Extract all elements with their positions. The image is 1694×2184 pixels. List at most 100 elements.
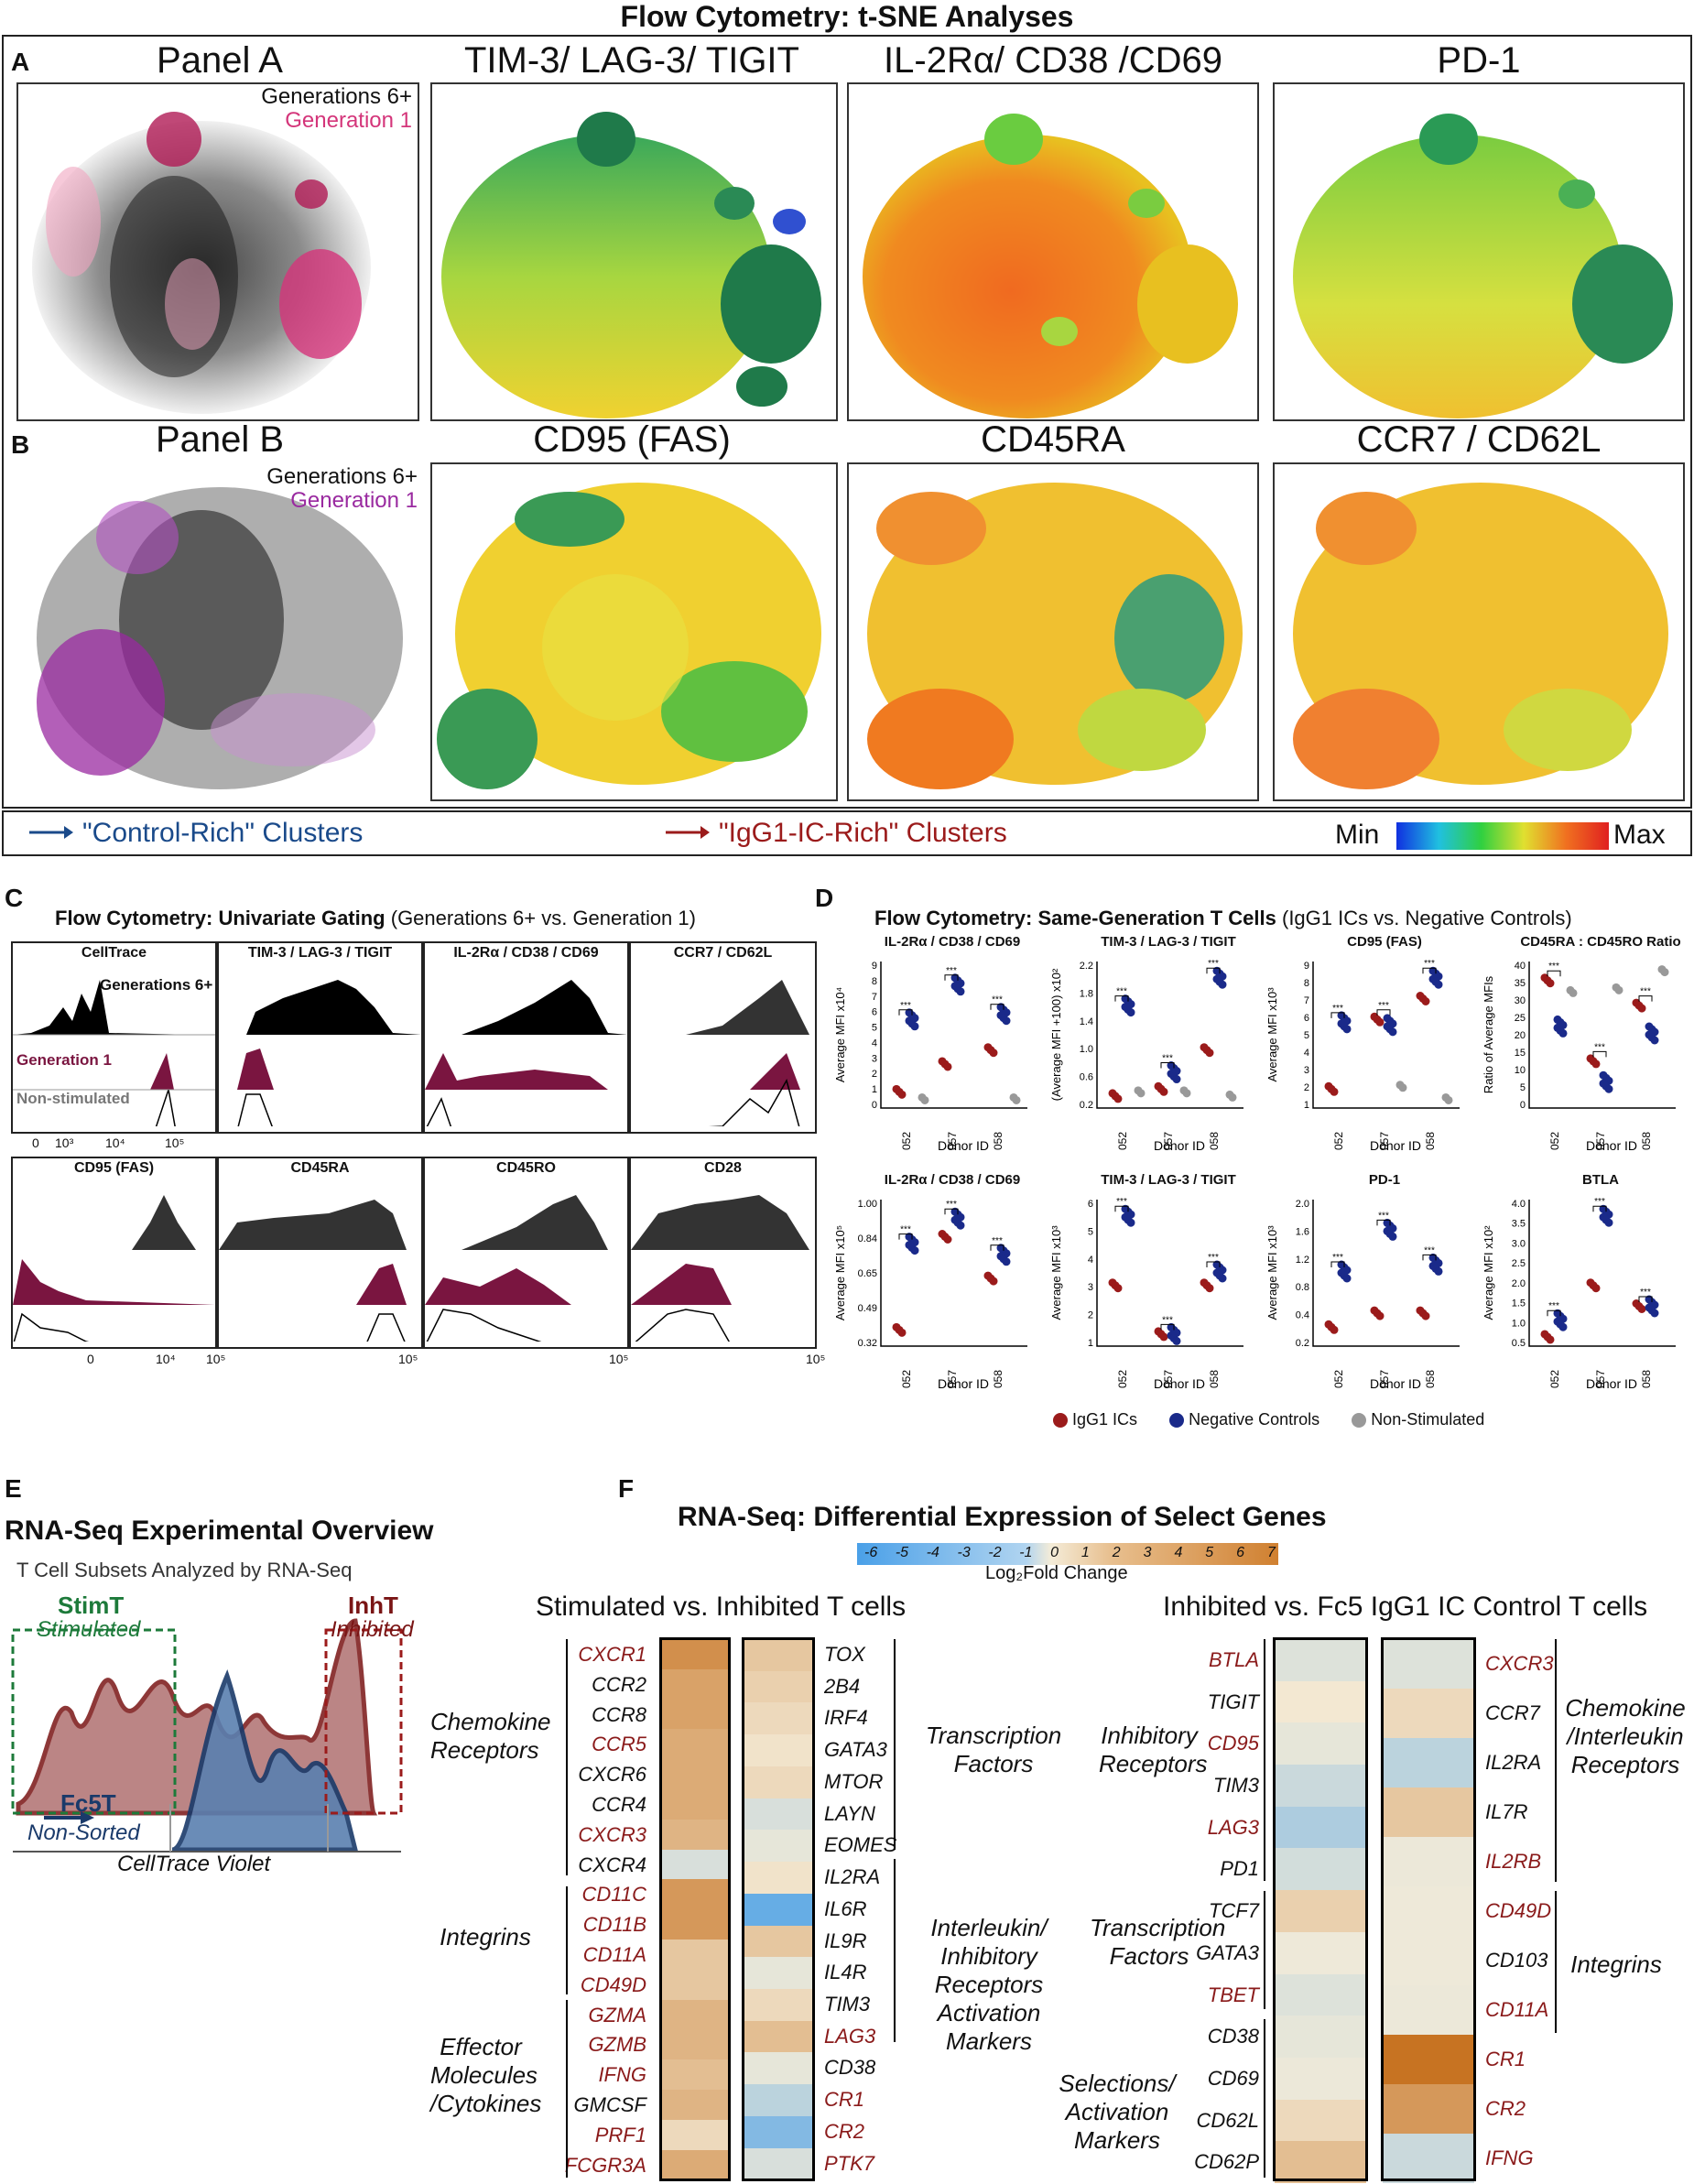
heat-cell-mid <box>744 2147 813 2180</box>
heat-cell-left <box>661 1879 731 1910</box>
heatmap-right-block: BTLA TIGIT CD95 TIM3 LAG3 PD1 TCF7 GATA3 TBET CD3… <box>1026 1637 1694 2184</box>
gene-label-rleft: PD1 <box>1220 1857 1259 1881</box>
data-point <box>956 987 965 996</box>
histogram-row-2: CD95 (FAS) CD45RA CD45RO CD28 <box>11 1157 817 1349</box>
dot-chart-axes <box>1096 962 1243 1109</box>
gene-label-mid: IRF4 <box>824 1706 868 1730</box>
gene-label-rleft: CD38 <box>1207 2025 1259 2048</box>
dot-chart-0: IL-2Rα / CD38 / CD69 9 8 7 6 5 4 3 2 1 0 Average MF… <box>824 934 1040 1154</box>
heat-cell-left <box>661 1639 731 1669</box>
data-point <box>1126 1008 1135 1017</box>
panel-c-title-rest: (Generations 6+ vs. Generation 1) <box>385 907 696 929</box>
bracket-line-left <box>566 1639 568 1875</box>
gene-label-mid: IL9R <box>824 1929 867 1952</box>
scale-tick: 3 <box>1143 1545 1152 1560</box>
gene-label-rleft: TIM3 <box>1212 1774 1259 1798</box>
donor-tick-label: 052 <box>1332 1370 1345 1388</box>
data-point <box>1421 997 1430 1005</box>
gene-label-left: GZMB <box>588 2033 646 2057</box>
gene-label-mid: IL4R <box>824 1961 867 1984</box>
donor-tick-label: 058 <box>1208 1370 1221 1388</box>
significance-stars: *** <box>1378 1211 1389 1221</box>
y-tick-label: 2.2 <box>1080 961 1093 972</box>
data-point <box>1342 1274 1352 1283</box>
heat-cell-mid <box>744 1734 813 1766</box>
bracket-line-rleft <box>1264 1891 1265 2009</box>
tick-b1-1: 10⁴ <box>156 1352 176 1366</box>
dot-chart-svg: 9 8 7 6 5 4 3 2 1 Average MFI x10³ 052 *** 057 *** 058… <box>1265 959 1460 1153</box>
y-tick-label: 0.5 <box>1512 1338 1526 1349</box>
dot-chart-title: IL-2Rα / CD38 / CD69 <box>884 1172 1021 1188</box>
dot-chart-axes <box>1528 962 1676 1109</box>
y-tick-label: 9 <box>872 961 877 972</box>
scale-tick: 7 <box>1267 1545 1276 1560</box>
panel-a-letter: A <box>11 48 30 76</box>
y-tick-label: 25 <box>1515 1013 1526 1024</box>
data-point <box>1434 980 1443 989</box>
panel-a-title-4: PD-1 <box>1437 40 1521 81</box>
significance-bracket <box>1206 1261 1221 1267</box>
hist-title-cd28: CD28 <box>704 1160 742 1176</box>
hist-title-ccr7: CCR7 / CD62L <box>673 945 773 961</box>
significance-bracket <box>1330 1261 1345 1267</box>
panel-b-letter: B <box>11 430 30 459</box>
gene-label-rleft: TIGIT <box>1207 1690 1259 1713</box>
rnaseq-histogram-svg <box>11 1618 403 1853</box>
gene-label-rright: IL7R <box>1485 1800 1528 1823</box>
gene-label-mid: TIM3 <box>824 1993 871 2016</box>
x-axis-label: Donor ID <box>938 1138 989 1153</box>
data-point <box>1546 1335 1555 1344</box>
heat-cell-mid <box>744 2052 813 2085</box>
data-point <box>1421 1311 1430 1320</box>
tsne-panel-a-tim3 <box>430 82 838 421</box>
gene-label-rleft: CD69 <box>1207 2066 1259 2090</box>
significance-stars: *** <box>1208 1253 1219 1263</box>
heat-cell-mid <box>744 1830 813 1863</box>
y-tick-label: 10 <box>1515 1065 1526 1076</box>
tsne-scatter-a1 <box>32 112 371 414</box>
data-point <box>1650 1036 1659 1045</box>
tick-a1-1: 10³ <box>55 1135 74 1150</box>
donor-tick-label: 057 <box>946 1132 959 1150</box>
significance-bracket <box>1330 1012 1345 1018</box>
dot-chart-4: IL-2Rα / CD38 / CD69 1.00 0.84 0.65 0.49 0.32… <box>824 1172 1040 1392</box>
y-axis-label: (Average MFI +100) x10² <box>1049 968 1063 1101</box>
y-tick-label: 15 <box>1515 1048 1526 1059</box>
cat-tf: Transcription Factors <box>925 1722 1062 1777</box>
heat-cell-left <box>661 1819 731 1850</box>
donor-tick-label: 058 <box>1640 1132 1653 1150</box>
y-tick-label: 5 <box>1520 1082 1526 1093</box>
donor-tick-label: 057 <box>1162 1132 1175 1150</box>
significance-stars: *** <box>1424 1245 1435 1255</box>
gene-label-rleft: CD62P <box>1194 2150 1259 2174</box>
legend-ns-label: Non-Stimulated <box>1371 1410 1485 1429</box>
scale-tick: 5 <box>1205 1545 1214 1560</box>
data-point <box>1375 1017 1385 1027</box>
tsne-heat-b2 <box>437 483 821 789</box>
dot-chart-3: CD45RA : CD45RO Ratio 40 35 30 25 20 15 10 5 0 Rat… <box>1472 934 1689 1154</box>
y-tick-label: 1.5 <box>1512 1298 1526 1309</box>
gene-label-left: CCR4 <box>592 1793 646 1816</box>
cat-chemokine-il: Chemokine /Interleukin Receptors <box>1565 1694 1686 1778</box>
tick-b2-105: 10⁵ <box>398 1352 418 1366</box>
y-tick-label: 0.32 <box>858 1338 877 1349</box>
panel-c-letter: C <box>5 884 24 912</box>
legend-dot-ns <box>1352 1413 1367 1429</box>
y-tick-label: 0.84 <box>858 1233 877 1244</box>
significance-bracket <box>1592 1205 1607 1212</box>
gene-label-rright: CD49D <box>1485 1899 1552 1922</box>
gene-label-mid: CD38 <box>824 2056 876 2080</box>
y-axis-label: Average MFI x10² <box>1482 1225 1495 1320</box>
y-tick-label: 3 <box>1088 1282 1093 1293</box>
gene-label-mid: LAG3 <box>824 2024 876 2048</box>
control-arrow-icon <box>27 822 73 842</box>
inht-sub: Inhibited <box>331 1617 414 1642</box>
tick-b1-2: 10⁵ <box>206 1352 226 1366</box>
gene-label-left: CD11B <box>582 1913 646 1937</box>
hist-svg-cd45ro <box>424 1195 627 1347</box>
significance-bracket <box>1160 1062 1175 1069</box>
dot-chart-axes <box>880 1200 1027 1347</box>
stimt-label: StimT <box>58 1592 125 1619</box>
donor-tick-label: 058 <box>1208 1132 1221 1150</box>
y-tick-label: 2 <box>872 1069 877 1080</box>
